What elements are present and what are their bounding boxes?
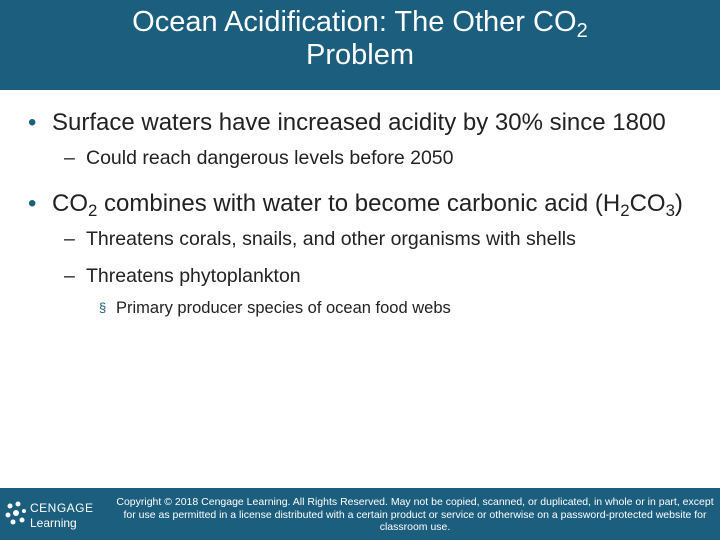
text-run: Could reach dangerous levels before 2050	[86, 147, 454, 169]
logo-text: CENGAGE	[30, 501, 94, 515]
title-line: Ocean Acidification: The Other CO2	[0, 6, 720, 43]
text-run: Threatens phytoplankton	[86, 265, 301, 287]
footer: CENGAGE Learning Copyright © 2018 Cengag…	[0, 488, 720, 540]
text-run: combines with water to become carbonic a…	[97, 190, 621, 217]
text-run: Threatens corals, snails, and other orga…	[86, 228, 576, 250]
copyright: Copyright © 2018 Cengage Learning. All R…	[116, 496, 714, 533]
bullet-level-2: Threatens corals, snails, and other orga…	[0, 223, 706, 256]
bullet-level-2: Threatens phytoplankton	[0, 260, 706, 293]
title-bar: Ocean Acidification: The Other CO2 Proble…	[0, 0, 720, 90]
bullet-level-1: Surface waters have increased acidity by…	[0, 108, 702, 138]
text-run: Surface waters have increased acidity by…	[52, 109, 666, 136]
text-run: Problem	[306, 39, 414, 71]
logo-icon	[5, 501, 26, 525]
subscript: 2	[576, 20, 588, 43]
text-run: CO	[52, 190, 88, 217]
bullet-level-3: Primary producer species of ocean food w…	[0, 295, 706, 321]
text-run: )	[674, 190, 683, 217]
subscript: 3	[665, 201, 675, 221]
logo-text: Learning	[30, 516, 77, 530]
bullet-level-1: CO2 combines with water to become carbon…	[0, 189, 702, 219]
title-line: Problem	[0, 39, 720, 72]
text-run: Ocean Acidification: The Other CO	[132, 6, 577, 38]
slide-body: Surface waters have increased acidity by…	[0, 108, 720, 321]
text-run: Primary producer species of ocean food w…	[116, 299, 451, 317]
bullet-level-2: Could reach dangerous levels before 2050	[0, 142, 706, 175]
subscript: 2	[88, 201, 98, 221]
subscript: 2	[620, 201, 630, 221]
text-run: CO	[629, 190, 666, 217]
